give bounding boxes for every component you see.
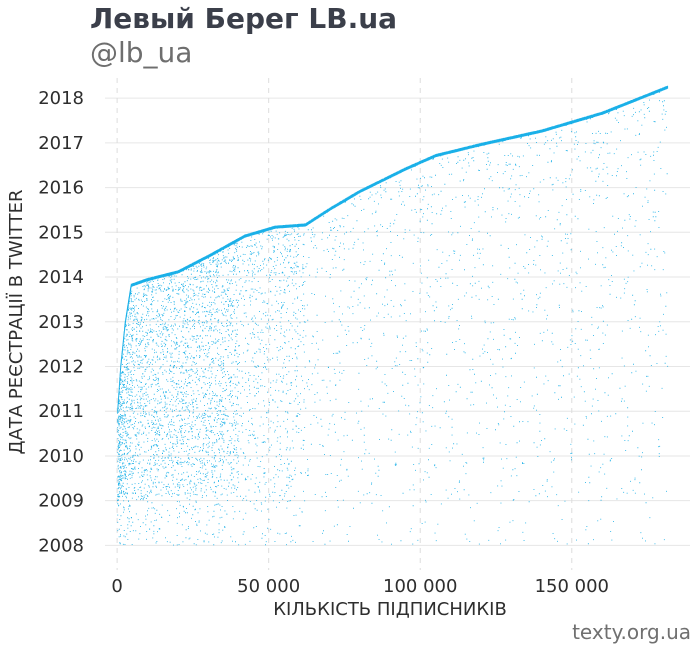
y-tick-label: 2010 [38, 446, 84, 467]
y-tick-label: 2015 [38, 222, 84, 243]
tick-labels: 2008 2009 2010 2011 2012 2013 2014 2015 2016 2017… [38, 88, 609, 597]
x-tick-label: 50 000 [237, 576, 300, 597]
y-tick-label: 2009 [38, 491, 84, 512]
scatter-points [117, 85, 669, 546]
y-tick-label: 2017 [38, 133, 84, 154]
source-credit: texty.org.ua [572, 620, 691, 644]
follower-points [117, 85, 669, 546]
chart-title: Левый Берег LB.ua [90, 2, 398, 35]
grid [105, 78, 690, 570]
y-tick-label: 2011 [38, 401, 84, 422]
y-tick-label: 2013 [38, 312, 84, 333]
y-tick-label: 2014 [38, 267, 84, 288]
y-tick-label: 2008 [38, 535, 84, 556]
y-tick-label: 2012 [38, 356, 84, 377]
x-axis-label: КІЛЬКІСТЬ ПІДПИСНИКІВ [273, 599, 507, 620]
y-tick-label: 2018 [38, 88, 84, 109]
y-axis-label: ДАТА РЕЄСТРАЦІЇ В TWITTER [6, 190, 27, 455]
chart-subtitle: @lb_ua [90, 36, 193, 69]
x-tick-label: 150 000 [535, 576, 609, 597]
x-tick-label: 100 000 [383, 576, 457, 597]
x-tick-label: 0 [111, 576, 122, 597]
y-tick-label: 2016 [38, 178, 84, 199]
